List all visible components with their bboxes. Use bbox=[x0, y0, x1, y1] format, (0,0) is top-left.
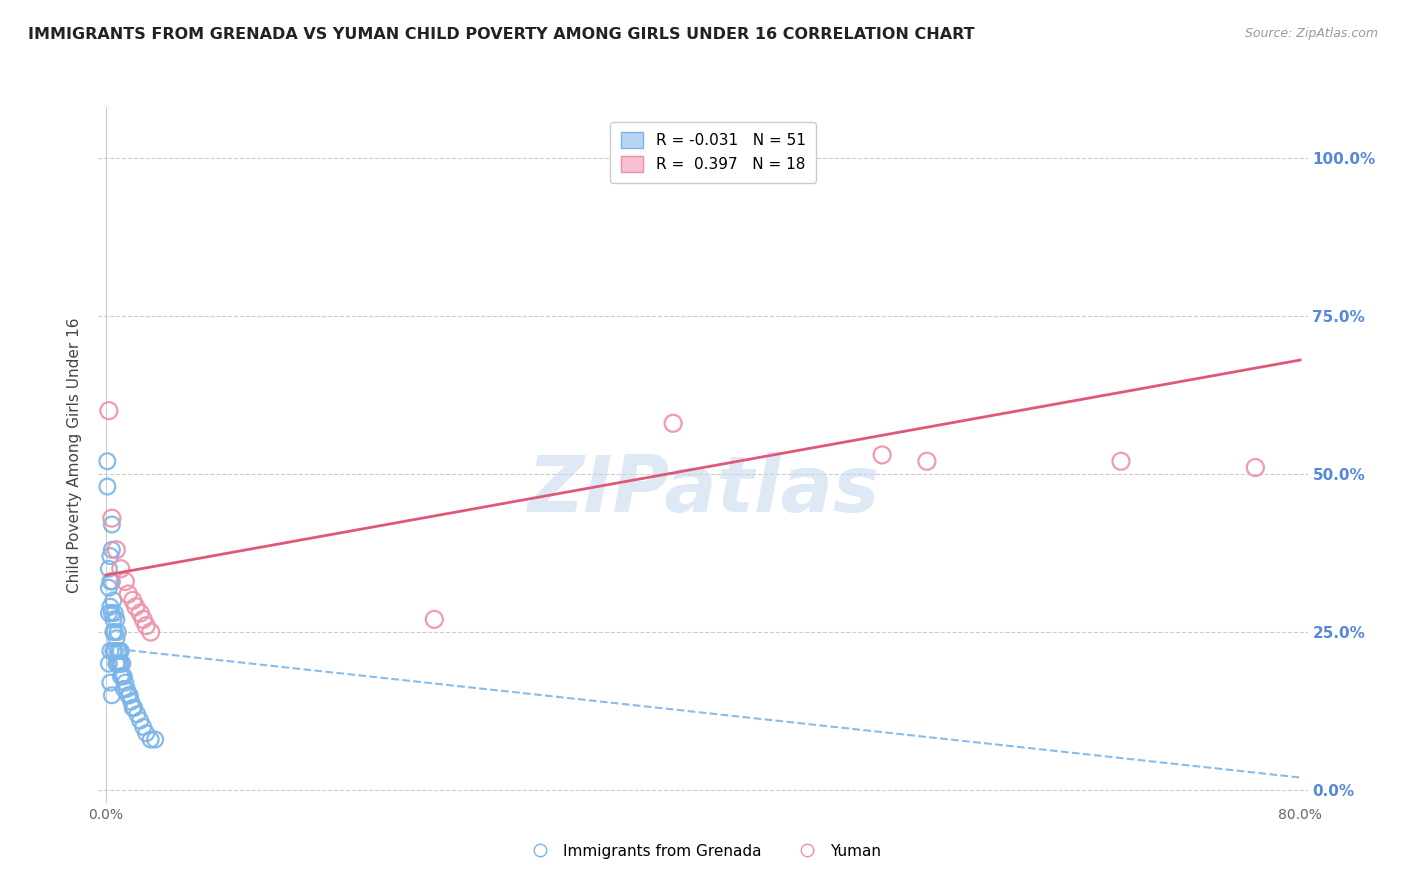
Point bbox=[139, 732, 162, 747]
Point bbox=[118, 688, 141, 702]
Point bbox=[122, 701, 145, 715]
Point bbox=[110, 644, 132, 658]
Point bbox=[103, 644, 125, 658]
Point bbox=[105, 657, 128, 671]
Point bbox=[98, 644, 121, 658]
Point bbox=[101, 574, 124, 589]
Point bbox=[97, 606, 120, 620]
Point bbox=[101, 511, 124, 525]
Point bbox=[143, 732, 166, 747]
Point bbox=[129, 606, 152, 620]
Point bbox=[105, 632, 128, 646]
Point bbox=[101, 517, 124, 532]
Point bbox=[139, 625, 162, 640]
Point bbox=[110, 669, 132, 683]
Point bbox=[110, 562, 132, 576]
Point bbox=[121, 593, 143, 607]
Point bbox=[662, 417, 685, 431]
Point bbox=[96, 479, 118, 493]
Point bbox=[107, 644, 129, 658]
Point bbox=[111, 657, 134, 671]
Point bbox=[103, 625, 125, 640]
Point bbox=[114, 574, 136, 589]
Point bbox=[115, 681, 138, 696]
Point bbox=[101, 606, 124, 620]
Text: IMMIGRANTS FROM GRENADA VS YUMAN CHILD POVERTY AMONG GIRLS UNDER 16 CORRELATION : IMMIGRANTS FROM GRENADA VS YUMAN CHILD P… bbox=[28, 27, 974, 42]
Point bbox=[117, 587, 139, 601]
Point bbox=[107, 657, 129, 671]
Point bbox=[105, 612, 128, 626]
Point bbox=[97, 657, 120, 671]
Point bbox=[423, 612, 446, 626]
Point bbox=[104, 606, 127, 620]
Point bbox=[117, 688, 139, 702]
Point bbox=[1244, 460, 1267, 475]
Point bbox=[112, 669, 135, 683]
Point bbox=[105, 542, 128, 557]
Point bbox=[120, 695, 142, 709]
Point bbox=[98, 549, 121, 563]
Point bbox=[108, 644, 131, 658]
Point bbox=[101, 542, 124, 557]
Point bbox=[127, 707, 149, 722]
Point bbox=[129, 714, 152, 728]
Point bbox=[121, 701, 143, 715]
Point bbox=[103, 593, 125, 607]
Point bbox=[915, 454, 938, 468]
Text: ZIPatlas: ZIPatlas bbox=[527, 451, 879, 528]
Point bbox=[97, 581, 120, 595]
Point bbox=[103, 612, 125, 626]
Point bbox=[110, 657, 132, 671]
Point bbox=[107, 625, 129, 640]
Point bbox=[104, 644, 127, 658]
Point bbox=[112, 681, 135, 696]
Point bbox=[108, 657, 131, 671]
Point bbox=[104, 625, 127, 640]
Legend: Immigrants from Grenada, Yuman: Immigrants from Grenada, Yuman bbox=[519, 838, 887, 864]
Point bbox=[97, 403, 120, 417]
Point bbox=[870, 448, 893, 462]
Point bbox=[135, 726, 157, 740]
Text: Source: ZipAtlas.com: Source: ZipAtlas.com bbox=[1244, 27, 1378, 40]
Point bbox=[101, 688, 124, 702]
Point bbox=[98, 675, 121, 690]
Point bbox=[114, 675, 136, 690]
Y-axis label: Child Poverty Among Girls Under 16: Child Poverty Among Girls Under 16 bbox=[67, 318, 83, 592]
Point bbox=[97, 562, 120, 576]
Point bbox=[132, 612, 155, 626]
Point bbox=[98, 599, 121, 614]
Point bbox=[132, 720, 155, 734]
Point bbox=[111, 669, 134, 683]
Point bbox=[135, 618, 157, 632]
Point bbox=[96, 454, 118, 468]
Point bbox=[125, 599, 148, 614]
Point bbox=[98, 574, 121, 589]
Point bbox=[1109, 454, 1132, 468]
